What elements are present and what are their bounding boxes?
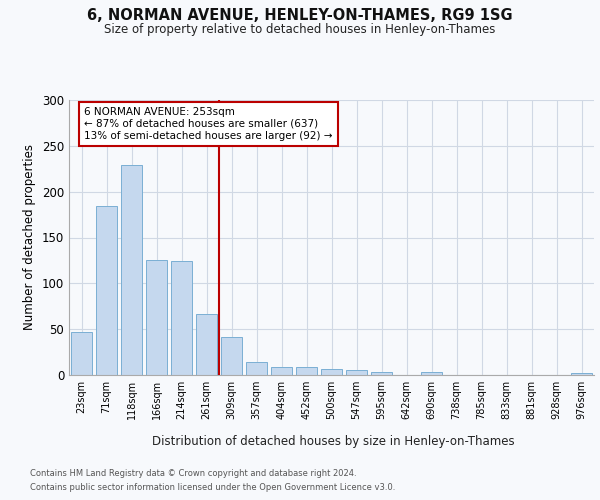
Text: 6, NORMAN AVENUE, HENLEY-ON-THAMES, RG9 1SG: 6, NORMAN AVENUE, HENLEY-ON-THAMES, RG9 …	[87, 8, 513, 22]
Bar	[146, 260, 167, 375]
Bar	[321, 368, 342, 375]
Text: Contains public sector information licensed under the Open Government Licence v3: Contains public sector information licen…	[30, 484, 395, 492]
Y-axis label: Number of detached properties: Number of detached properties	[23, 144, 37, 330]
Bar	[371, 372, 392, 375]
Text: Distribution of detached houses by size in Henley-on-Thames: Distribution of detached houses by size …	[152, 435, 514, 448]
Bar	[71, 332, 92, 375]
Bar	[246, 362, 267, 375]
Bar	[346, 370, 367, 375]
Bar	[121, 165, 142, 375]
Bar	[221, 338, 242, 375]
Bar	[271, 367, 292, 375]
Bar	[96, 206, 117, 375]
Bar	[171, 262, 192, 375]
Bar	[571, 373, 592, 375]
Text: Contains HM Land Registry data © Crown copyright and database right 2024.: Contains HM Land Registry data © Crown c…	[30, 468, 356, 477]
Bar	[421, 372, 442, 375]
Text: 6 NORMAN AVENUE: 253sqm
← 87% of detached houses are smaller (637)
13% of semi-d: 6 NORMAN AVENUE: 253sqm ← 87% of detache…	[84, 108, 332, 140]
Bar	[296, 367, 317, 375]
Text: Size of property relative to detached houses in Henley-on-Thames: Size of property relative to detached ho…	[104, 22, 496, 36]
Bar	[196, 314, 217, 375]
